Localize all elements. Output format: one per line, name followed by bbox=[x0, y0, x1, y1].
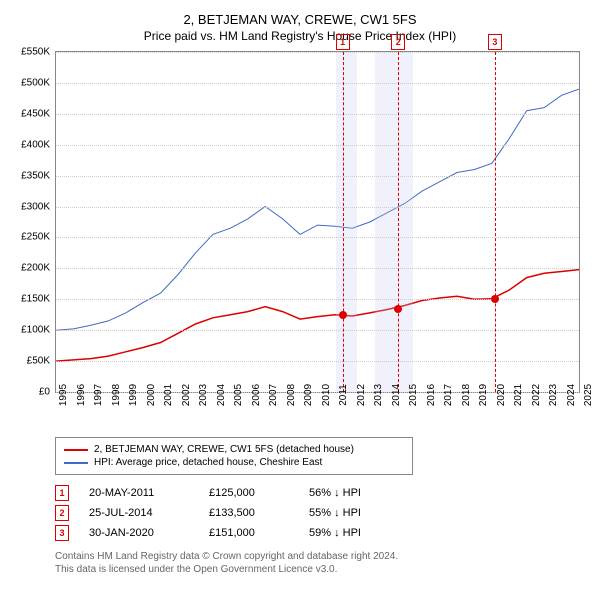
x-tick-label: 1998 bbox=[111, 384, 122, 406]
y-axis: £0£50K£100K£150K£200K£250K£300K£350K£400… bbox=[11, 52, 53, 392]
gridline bbox=[56, 52, 579, 53]
x-tick-label: 2013 bbox=[373, 384, 384, 406]
x-tick-label: 2005 bbox=[233, 384, 244, 406]
sale-row: 3 30-JAN-2020£151,00059% ↓ HPI bbox=[55, 525, 590, 541]
x-tick-label: 1999 bbox=[128, 384, 139, 406]
x-tick-label: 2010 bbox=[321, 384, 332, 406]
sale-date: 20-MAY-2011 bbox=[89, 487, 209, 499]
legend-swatch bbox=[64, 449, 88, 451]
sale-row: 1 20-MAY-2011£125,00056% ↓ HPI bbox=[55, 485, 590, 501]
x-tick-label: 2022 bbox=[531, 384, 542, 406]
y-tick-label: £500K bbox=[21, 77, 50, 88]
plot-area: £0£50K£100K£150K£200K£250K£300K£350K£400… bbox=[55, 51, 580, 393]
gridline bbox=[56, 176, 579, 177]
chart-subtitle: Price paid vs. HM Land Registry's House … bbox=[10, 29, 590, 43]
x-tick-label: 1995 bbox=[58, 384, 69, 406]
sale-point bbox=[491, 295, 499, 303]
x-tick-label: 2024 bbox=[566, 384, 577, 406]
y-tick-label: £300K bbox=[21, 201, 50, 212]
sale-date: 25-JUL-2014 bbox=[89, 507, 209, 519]
x-tick-label: 2001 bbox=[163, 384, 174, 406]
y-tick-label: £350K bbox=[21, 170, 50, 181]
y-tick-label: £150K bbox=[21, 294, 50, 305]
sales-table: 1 20-MAY-2011£125,00056% ↓ HPI 2 25-JUL-201… bbox=[55, 485, 590, 541]
marker-badge: 3 bbox=[488, 34, 502, 50]
x-tick-label: 2023 bbox=[548, 384, 559, 406]
gridline bbox=[56, 361, 579, 362]
legend: 2, BETJEMAN WAY, CREWE, CW1 5FS (detache… bbox=[55, 437, 413, 475]
series-property bbox=[56, 270, 579, 362]
gridline bbox=[56, 114, 579, 115]
x-tick-label: 2025 bbox=[583, 384, 594, 406]
x-tick-label: 2003 bbox=[198, 384, 209, 406]
gridline bbox=[56, 83, 579, 84]
chart-lines bbox=[56, 52, 579, 392]
sale-delta: 55% ↓ HPI bbox=[309, 507, 409, 519]
sale-delta: 59% ↓ HPI bbox=[309, 527, 409, 539]
sale-price: £151,000 bbox=[209, 527, 309, 539]
x-tick-label: 2019 bbox=[478, 384, 489, 406]
x-tick-label: 2009 bbox=[303, 384, 314, 406]
gridline bbox=[56, 237, 579, 238]
y-tick-label: £450K bbox=[21, 108, 50, 119]
x-tick-label: 1997 bbox=[93, 384, 104, 406]
gridline bbox=[56, 330, 579, 331]
y-tick-label: £100K bbox=[21, 325, 50, 336]
x-tick-label: 2016 bbox=[426, 384, 437, 406]
x-tick-label: 2000 bbox=[146, 384, 157, 406]
sale-price: £133,500 bbox=[209, 507, 309, 519]
x-tick-label: 2014 bbox=[391, 384, 402, 406]
footnote-licence: This data is licensed under the Open Gov… bbox=[55, 564, 590, 575]
y-tick-label: £400K bbox=[21, 139, 50, 150]
sale-badge: 3 bbox=[55, 525, 69, 541]
x-tick-label: 2011 bbox=[338, 384, 349, 406]
gridline bbox=[56, 207, 579, 208]
gridline bbox=[56, 299, 579, 300]
sale-delta: 56% ↓ HPI bbox=[309, 487, 409, 499]
chart-title: 2, BETJEMAN WAY, CREWE, CW1 5FS bbox=[10, 12, 590, 27]
marker-shade bbox=[375, 52, 414, 392]
x-tick-label: 2002 bbox=[181, 384, 192, 406]
legend-item: HPI: Average price, detached house, Ches… bbox=[64, 457, 404, 468]
sale-price: £125,000 bbox=[209, 487, 309, 499]
legend-item: 2, BETJEMAN WAY, CREWE, CW1 5FS (detache… bbox=[64, 444, 404, 455]
x-tick-label: 2006 bbox=[251, 384, 262, 406]
x-tick-label: 2008 bbox=[286, 384, 297, 406]
y-tick-label: £200K bbox=[21, 263, 50, 274]
marker-line bbox=[495, 52, 496, 392]
x-axis: 1995199619971998199920002001200220032004… bbox=[55, 393, 580, 431]
x-tick-label: 2007 bbox=[268, 384, 279, 406]
x-tick-label: 2012 bbox=[356, 384, 367, 406]
marker-shade bbox=[336, 52, 357, 392]
y-tick-label: £550K bbox=[21, 47, 50, 58]
legend-swatch bbox=[64, 462, 88, 464]
price-chart: 2, BETJEMAN WAY, CREWE, CW1 5FS Price pa… bbox=[10, 12, 590, 575]
marker-badge: 2 bbox=[391, 34, 405, 50]
x-tick-label: 2015 bbox=[408, 384, 419, 406]
x-tick-label: 2021 bbox=[513, 384, 524, 406]
gridline bbox=[56, 268, 579, 269]
x-tick-label: 2004 bbox=[216, 384, 227, 406]
legend-label: HPI: Average price, detached house, Ches… bbox=[94, 457, 322, 468]
sale-date: 30-JAN-2020 bbox=[89, 527, 209, 539]
legend-label: 2, BETJEMAN WAY, CREWE, CW1 5FS (detache… bbox=[94, 444, 354, 455]
sale-row: 2 25-JUL-2014£133,50055% ↓ HPI bbox=[55, 505, 590, 521]
x-tick-label: 2020 bbox=[496, 384, 507, 406]
marker-line bbox=[398, 52, 399, 392]
sale-point bbox=[339, 311, 347, 319]
sale-badge: 1 bbox=[55, 485, 69, 501]
sale-point bbox=[394, 305, 402, 313]
footnote-copyright: Contains HM Land Registry data © Crown c… bbox=[55, 551, 590, 562]
y-tick-label: £50K bbox=[27, 356, 50, 367]
y-tick-label: £250K bbox=[21, 232, 50, 243]
sale-badge: 2 bbox=[55, 505, 69, 521]
marker-badge: 1 bbox=[336, 34, 350, 50]
gridline bbox=[56, 145, 579, 146]
x-tick-label: 2017 bbox=[443, 384, 454, 406]
marker-line bbox=[343, 52, 344, 392]
x-tick-label: 2018 bbox=[461, 384, 472, 406]
x-tick-label: 1996 bbox=[76, 384, 87, 406]
y-tick-label: £0 bbox=[39, 387, 50, 398]
